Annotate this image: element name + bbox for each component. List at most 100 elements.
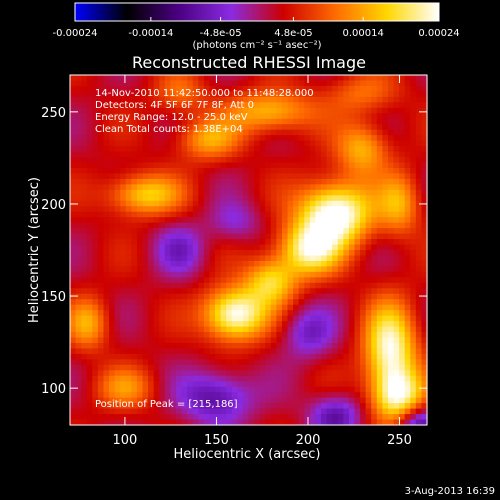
heatmap-cell [421, 370, 428, 377]
heatmap-cell [148, 364, 155, 371]
heatmap-cell [97, 392, 105, 399]
heatmap-cell [254, 299, 261, 306]
heatmap-cell [92, 348, 99, 355]
heatmap-cell [109, 260, 116, 268]
heatmap-cell [136, 80, 144, 87]
heatmap-cell [237, 96, 244, 103]
heatmap-cell [365, 206, 372, 213]
heatmap-cell [148, 107, 155, 114]
heatmap-cell [181, 255, 188, 262]
heatmap-cell [309, 118, 317, 125]
heatmap-cell [237, 222, 244, 229]
heatmap-cell [159, 310, 166, 317]
heatmap-cell [259, 403, 266, 410]
heatmap-cell [248, 353, 255, 360]
heatmap-cell [315, 250, 322, 257]
heatmap-cell [75, 397, 82, 404]
heatmap-cell [304, 211, 311, 218]
heatmap-cell [97, 364, 105, 371]
heatmap-cell [170, 266, 177, 273]
heatmap-cell [136, 96, 144, 103]
heatmap-cell [203, 386, 211, 393]
heatmap-cell [410, 217, 417, 224]
heatmap-cell [259, 386, 266, 393]
heatmap-cell [142, 353, 149, 360]
heatmap-cell [337, 321, 344, 328]
heatmap-cell [198, 304, 205, 311]
heatmap-cell [265, 107, 272, 114]
heatmap-cell [181, 107, 188, 114]
heatmap-cell [81, 206, 88, 213]
heatmap-cell [348, 364, 356, 371]
heatmap-cell [387, 348, 395, 355]
heatmap-cell [265, 332, 272, 339]
heatmap-cell [226, 364, 233, 371]
heatmap-cell [120, 348, 127, 355]
heatmap-cell [321, 321, 328, 328]
heatmap-cell [354, 184, 361, 191]
heatmap-cell [348, 408, 356, 415]
heatmap-cell [382, 370, 389, 377]
heatmap-cell [321, 211, 328, 218]
heatmap-cell [114, 260, 121, 268]
heatmap-cell [298, 107, 305, 114]
heatmap-cell [315, 255, 322, 262]
heatmap-cell [242, 75, 250, 82]
heatmap-cell [293, 326, 300, 333]
heatmap-cell [153, 310, 160, 317]
heatmap-cell [354, 353, 361, 360]
heatmap-cell [92, 408, 99, 415]
heatmap-cell [242, 271, 250, 278]
heatmap-cell [209, 277, 216, 284]
heatmap-cell [270, 403, 277, 410]
heatmap-cell [170, 386, 177, 393]
heatmap-cell [92, 277, 99, 284]
heatmap-cell [164, 332, 172, 339]
heatmap-cell [170, 200, 177, 207]
heatmap-cell [270, 255, 277, 262]
heatmap-cell [276, 408, 283, 415]
heatmap-cell [209, 260, 216, 268]
heatmap-cell [192, 337, 199, 344]
heatmap-cell [415, 124, 423, 131]
heatmap-cell [131, 184, 138, 191]
heatmap-cell [187, 310, 194, 317]
heatmap-cell [164, 157, 172, 164]
heatmap-cell [209, 107, 216, 114]
heatmap-cell [421, 353, 428, 360]
heatmap-cell [360, 211, 367, 218]
heatmap-cell [181, 304, 188, 311]
heatmap-cell [148, 167, 155, 175]
heatmap-cell [293, 359, 300, 366]
heatmap-cell [209, 167, 216, 175]
heatmap-cell [142, 250, 149, 257]
heatmap-cell [276, 184, 283, 191]
heatmap-cell [242, 91, 250, 98]
heatmap-cell [109, 266, 116, 273]
heatmap-cell [187, 353, 194, 360]
heatmap-cell [86, 277, 93, 284]
heatmap-cell [348, 162, 356, 169]
heatmap-cell [153, 326, 160, 333]
heatmap-cell [421, 151, 428, 158]
heatmap-cell [315, 184, 322, 191]
heatmap-cell [220, 135, 227, 142]
heatmap-cell [404, 211, 411, 218]
heatmap-cell [354, 386, 361, 393]
heatmap-cell [103, 392, 110, 399]
heatmap-cell [248, 408, 255, 415]
heatmap-cell [226, 299, 233, 306]
heatmap-cell [226, 157, 233, 164]
heatmap-cell [103, 167, 110, 175]
heatmap-cell [371, 135, 378, 142]
heatmap-cell [281, 244, 289, 251]
heatmap-cell [131, 228, 138, 235]
heatmap-cell [259, 419, 266, 426]
heatmap-cell [293, 244, 300, 251]
heatmap-cell [326, 102, 333, 109]
heatmap-cell [159, 80, 166, 87]
heatmap-cell [181, 80, 188, 87]
heatmap-cell [360, 337, 367, 344]
heatmap-cell [298, 211, 305, 218]
heatmap-cell [298, 419, 305, 426]
